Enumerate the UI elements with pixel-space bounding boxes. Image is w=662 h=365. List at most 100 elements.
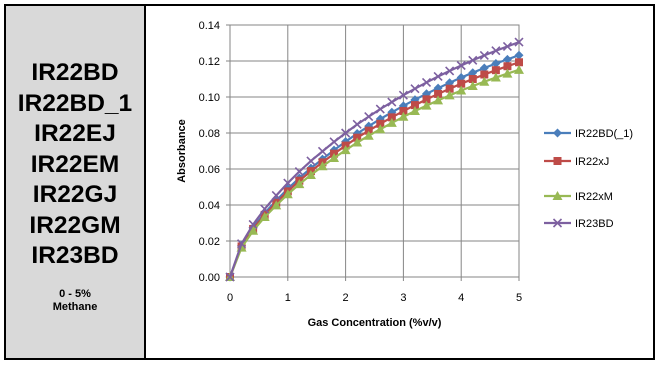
data-point [457, 79, 466, 88]
legend-entry: IR22xM [544, 191, 613, 203]
range-value: 0 - 5% [59, 288, 91, 300]
data-point [294, 166, 304, 177]
data-point [479, 76, 490, 86]
data-point [352, 137, 363, 147]
data-point [433, 71, 443, 82]
legend-marker [553, 157, 562, 165]
data-point [514, 50, 524, 60]
x-tick-label: 2 [343, 292, 349, 304]
data-point [502, 54, 512, 64]
x-axis-title: Gas Concentration (%v/v) [308, 317, 442, 329]
data-point [317, 161, 328, 171]
data-point [363, 130, 374, 140]
data-point [456, 85, 467, 95]
data-point [502, 41, 513, 51]
data-point [329, 153, 340, 163]
data-point [444, 90, 455, 100]
data-point [421, 100, 432, 110]
data-point [410, 84, 420, 94]
data-point [259, 212, 270, 222]
model-name: IR22BD_1 [17, 89, 133, 117]
chart-legend: IR22BD(_1) IR22xJ IR22xM IR23BD [544, 128, 633, 230]
data-point [445, 84, 454, 93]
model-list: IR22BD IR22BD_1 IR22EJ IR22EM IR22GJ IR2… [6, 58, 144, 272]
data-point [434, 89, 443, 98]
data-point [283, 178, 293, 188]
series-group [225, 37, 524, 282]
legend-entry: IR22BD(_1) [544, 128, 633, 140]
data-point [364, 126, 373, 135]
data-point [399, 107, 408, 116]
data-point [398, 90, 408, 100]
data-point [479, 50, 489, 60]
x-tick-label: 4 [458, 292, 464, 304]
data-point [352, 119, 362, 129]
sensor-list-panel: IR22BD IR22BD_1 IR22EJ IR22EM IR22GJ IR2… [6, 6, 146, 358]
legend-label: IR22BD(_1) [575, 128, 633, 140]
y-tick-label: 0.00 [199, 272, 220, 284]
data-point [329, 137, 339, 147]
model-name: IR22GJ [32, 181, 118, 208]
y-tick-label: 0.02 [199, 236, 220, 248]
y-tick-labels: 0.00 0.02 0.04 0.06 0.08 0.10 0.12 0.14 [199, 20, 220, 284]
data-point [375, 104, 385, 114]
data-point [340, 145, 351, 155]
x-tick-labels: 0 1 2 3 4 5 [227, 292, 522, 304]
x-tick-label: 3 [400, 292, 406, 304]
plot-area [229, 24, 520, 278]
data-point [502, 68, 513, 78]
data-point [491, 46, 501, 56]
chart-grid [229, 24, 520, 278]
data-point [410, 101, 419, 110]
data-point [225, 272, 235, 282]
data-point [468, 55, 478, 65]
data-point [503, 62, 512, 71]
data-point [515, 58, 523, 67]
data-point [306, 156, 316, 166]
data-point [386, 117, 397, 127]
model-name: IR22EJ [34, 120, 116, 147]
data-point [282, 189, 293, 199]
data-point [421, 77, 432, 87]
data-point [445, 66, 455, 76]
data-point [248, 219, 258, 230]
data-point [468, 68, 478, 78]
data-point [514, 37, 524, 47]
data-point [398, 111, 409, 121]
model-name: IR22BD [31, 59, 119, 86]
legend-entry: IR23BD [544, 218, 614, 230]
data-point [375, 124, 386, 134]
series-3 [225, 37, 524, 282]
y-tick-label: 0.06 [199, 164, 220, 176]
data-point [467, 81, 478, 91]
data-point [260, 204, 270, 214]
data-point [364, 112, 374, 122]
data-point [236, 239, 247, 249]
data-point [376, 119, 385, 128]
legend-marker [552, 191, 563, 200]
data-point [341, 128, 351, 138]
data-point [271, 190, 281, 201]
y-tick-label: 0.04 [199, 200, 220, 212]
data-point [422, 95, 431, 104]
data-point [491, 66, 500, 75]
data-point [514, 64, 524, 74]
y-tick-label: 0.08 [199, 128, 220, 140]
data-point [248, 225, 259, 235]
model-name: IR22EM [30, 150, 120, 178]
x-tick-label: 1 [285, 292, 291, 304]
legend-marker [552, 218, 563, 228]
data-point [271, 200, 282, 210]
model-name: IR22GM [29, 211, 121, 239]
data-point [409, 106, 420, 116]
x-tick-label: 0 [227, 292, 233, 304]
data-point [387, 97, 397, 107]
data-point [490, 72, 501, 82]
data-point [305, 169, 316, 179]
model-name: IR23BD [31, 242, 119, 269]
data-point [433, 95, 444, 105]
data-point [468, 75, 477, 83]
data-point [480, 70, 489, 79]
y-tick-label: 0.12 [199, 56, 220, 68]
